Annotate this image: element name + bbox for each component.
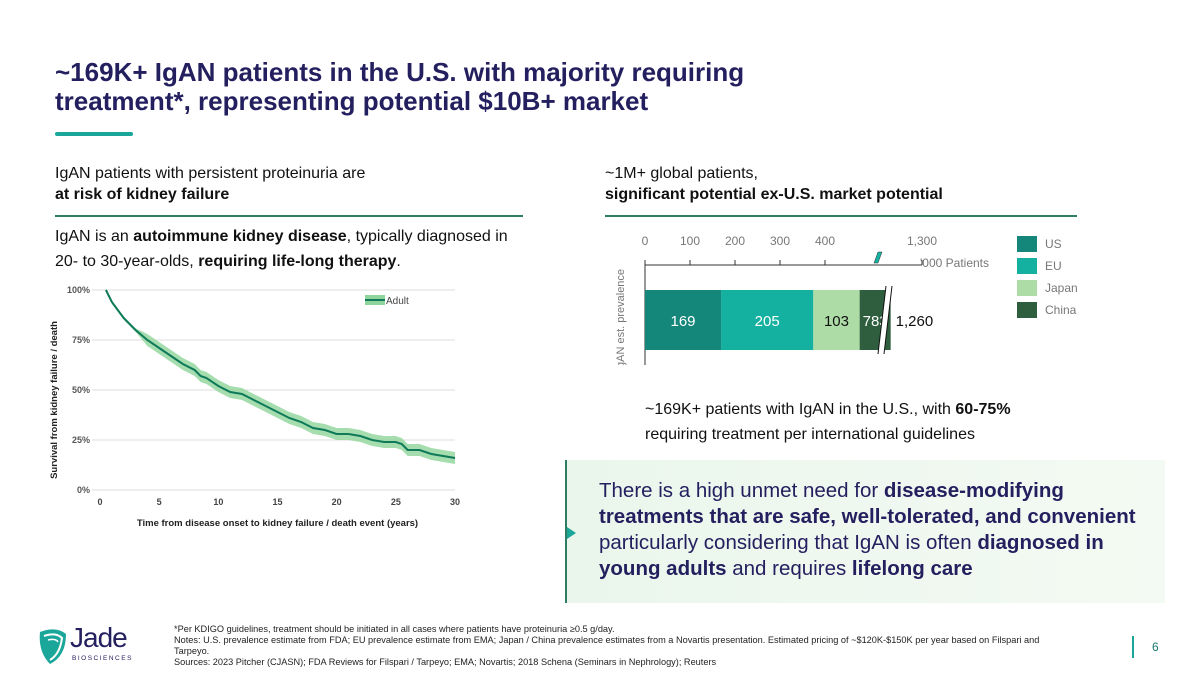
jade-logo-icon [39,629,66,664]
logo-text: Jade [70,622,128,653]
y-tick-label: 50% [72,385,90,395]
left-heading-line1: IgAN patients with persistent proteinuri… [55,165,366,182]
x-tick-label: 20 [332,497,342,507]
y-tick-label: 100% [67,285,90,295]
x-tick-label: 0 [97,497,102,507]
y-tick-label: 75% [72,335,90,345]
arrow-icon [567,527,576,539]
x-tick-label: 25 [391,497,401,507]
emphasis-text: lifelong care [851,557,973,580]
x-tick-label: 1,300 [907,234,937,248]
x-axis-label: Time from disease onset to kidney failur… [137,518,418,529]
bar-value-label: 103 [824,313,849,330]
axis-break-mark [873,251,883,264]
legend-japan: Japan [1017,277,1078,299]
bar-value-label: 169 [671,313,696,330]
x-tick-label: 400 [815,234,835,248]
y-tick-label: 25% [72,435,90,445]
bar-legend: US EU Japan China [1017,233,1078,321]
x-tick-label: 100 [680,234,700,248]
bar-break-line [883,285,893,355]
company-logo: Jade BIOSCIENCES [36,622,166,666]
page-number: 6 [1152,640,1159,654]
y-axis-label: Survival from kidney failure / death [49,321,60,479]
x-tick-label: 200 [725,234,745,248]
right-heading-line2: significant potential ex-U.S. market pot… [605,186,943,203]
emphasis-text: disease-modifying treatments that are sa… [599,479,1136,528]
text-run: particularly considering that IgAN is of… [599,531,978,554]
x-tick-label: 0 [642,234,649,248]
legend-eu: EU [1017,255,1078,277]
x-tick-label: 300 [770,234,790,248]
legend-label: EU [1045,259,1062,273]
y-tick-label: 0% [77,485,90,495]
text-run: There is a high unmet need for [599,479,884,502]
legend-label: Adult [386,296,409,307]
survival-curve [105,289,456,459]
footnote: *Per KDIGO guidelines, treatment should … [174,624,615,634]
bar-total-label: 1,260 [896,313,934,330]
footnote: Sources: 2023 Pitcher (CJASN); FDA Revie… [174,657,717,667]
us-summary: ~169K+ patients with IgAN in the U.S., w… [645,397,1065,447]
legend-label: China [1045,303,1077,317]
left-heading: IgAN patients with persistent proteinuri… [55,163,525,205]
text-run: and requires [726,557,852,580]
footnotes: *Per KDIGO guidelines, treatment should … [174,624,1074,668]
left-divider [55,215,523,217]
unmet-need-callout: There is a high unmet need for disease-m… [565,460,1165,603]
page-title: ~169K+ IgAN patients in the U.S. with ma… [55,57,745,116]
bar-value-label: 205 [755,313,780,330]
footnote: Notes: U.S. prevalence estimate from FDA… [174,635,1040,656]
legend-label: Japan [1045,281,1078,295]
left-body: IgAN is an autoimmune kidney disease, ty… [55,224,535,274]
emphasis-text: requiring life-long therapy [198,253,397,270]
confidence-band [105,288,456,464]
text-run: ~169K+ patients with IgAN in the U.S., w… [645,401,956,418]
prevalence-bar-chart: 0 100 200 300 400 1,300 '000 Patients 169 205 103… [615,234,989,365]
right-heading: ~1M+ global patients, significant potent… [605,163,1075,205]
x-tick-label: 15 [272,497,282,507]
text-run: requiring treatment per international gu… [645,426,975,443]
emphasis-text: diagnosed in young adults [599,531,1104,580]
page-divider [1132,636,1134,658]
callout-text: There is a high unmet need for disease-m… [599,478,1159,582]
x-tick-label: 5 [157,497,162,507]
logo-subtext: BIOSCIENCES [72,655,133,662]
right-heading-line1: ~1M+ global patients, [605,165,758,182]
legend-label: US [1045,237,1062,251]
bar-segment-eu [721,290,814,350]
bar-break-mark [878,286,892,354]
text-run: , typically diagnosed in 20- to 30-year-… [55,228,508,270]
x-tick-label: 10 [213,497,223,507]
bar-break-line [877,285,887,355]
right-divider [605,215,1077,217]
text-run: . [396,253,401,270]
emphasis-text: autoimmune kidney disease [133,228,347,245]
bar-segment-us [645,290,722,350]
title-accent-bar [55,132,133,136]
category-label: IgAN est. prevalence [615,269,627,365]
left-heading-line2: at risk of kidney failure [55,186,230,203]
x-tick-label: 30 [450,497,460,507]
emphasis-text: 60-75% [955,401,1011,418]
survival-chart: 0% 25% 50% 75% 100% 0 5 10 15 20 25 30 Time from dis… [49,285,460,529]
text-run: IgAN is an [55,228,134,245]
legend-china: China [1017,299,1078,321]
legend-us: US [1017,233,1078,255]
unit-label: '000 Patients [920,256,989,270]
bar-segment-japan [813,290,860,350]
